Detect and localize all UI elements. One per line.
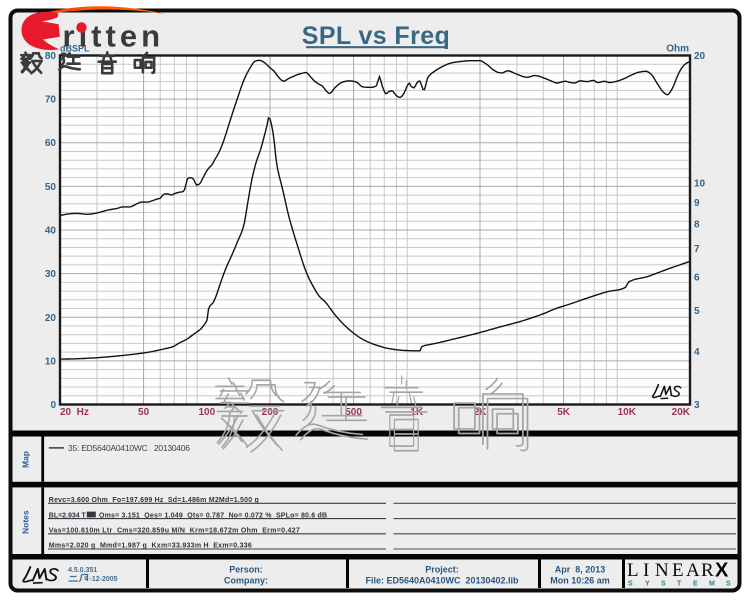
svg-text:Y: Y: [645, 581, 650, 588]
svg-text:Project:: Project:: [425, 565, 459, 575]
svg-text:N: N: [655, 560, 669, 581]
svg-text:Apr 8, 2013: Apr 8, 2013: [555, 565, 606, 575]
svg-text:A: A: [686, 560, 700, 581]
svg-text:40: 40: [45, 226, 57, 237]
svg-text:20: 20: [45, 313, 57, 324]
svg-text:E: E: [693, 581, 698, 588]
svg-text:10: 10: [694, 179, 706, 190]
svg-text:80: 80: [45, 51, 57, 62]
svg-text:-12-2005: -12-2005: [90, 576, 118, 583]
svg-text:M: M: [709, 581, 715, 588]
svg-text:100: 100: [198, 407, 215, 418]
svg-text:200: 200: [262, 407, 279, 418]
svg-text:Vas=100.610m Ltr Cms=320.859u: Vas=100.610m Ltr Cms=320.859u M/N Krm=18…: [49, 528, 300, 535]
svg-text:R: R: [701, 560, 714, 581]
svg-text:S: S: [628, 581, 633, 588]
svg-text:0: 0: [50, 400, 56, 411]
svg-text:30: 30: [45, 269, 57, 280]
svg-text:500: 500: [345, 407, 362, 418]
svg-text:Mon 10:26 am: Mon 10:26 am: [550, 576, 610, 586]
svg-text:4.5.0.351: 4.5.0.351: [68, 567, 97, 574]
svg-text:3: 3: [694, 400, 700, 411]
svg-text:Qms= 3.151 Qes= 1.049 Qts= 0: Qms= 3.151 Qes= 1.049 Qts= 0.787 No= 0.0…: [99, 512, 327, 519]
svg-text:10K: 10K: [618, 407, 637, 418]
svg-text:2K: 2K: [474, 407, 488, 418]
svg-text:Revc=3.600 Ohm Fo=197.699 Hz: Revc=3.600 Ohm Fo=197.699 Hz Sd=1.486m M…: [49, 497, 259, 504]
svg-text:ritten: ritten: [63, 19, 165, 54]
svg-text:Person:: Person:: [229, 565, 263, 575]
svg-text:E: E: [672, 560, 684, 581]
svg-text:70: 70: [45, 95, 57, 106]
svg-text:60: 60: [45, 138, 57, 149]
svg-text:T: T: [677, 581, 682, 588]
svg-text:7: 7: [694, 244, 700, 255]
svg-text:4: 4: [694, 347, 700, 358]
svg-text:BL=2.934 T: BL=2.934 T: [49, 512, 87, 519]
svg-text:6: 6: [694, 273, 700, 284]
svg-text:10: 10: [45, 356, 57, 367]
svg-text:5: 5: [694, 306, 700, 317]
svg-text:20 Hz: 20 Hz: [60, 407, 89, 418]
svg-text:X: X: [715, 560, 729, 582]
svg-text:Ohm: Ohm: [666, 44, 689, 55]
svg-text:9: 9: [694, 198, 700, 209]
svg-text:20K: 20K: [672, 407, 691, 418]
svg-text:Mms=2.020 g Mmd=1.987 g Kxm=: Mms=2.020 g Mmd=1.987 g Kxm=33.933m H Ex…: [49, 543, 252, 550]
svg-text:35: ED5640A0410WC 20130406: 35: ED5640A0410WC 20130406: [68, 443, 190, 453]
svg-text:dBSPL: dBSPL: [60, 44, 90, 54]
svg-text:S: S: [726, 581, 731, 588]
svg-text:50: 50: [138, 407, 150, 418]
svg-text:20: 20: [694, 51, 706, 62]
svg-text:File: ED5640A0410WC 20130402.: File: ED5640A0410WC 20130402.lib: [365, 576, 519, 586]
svg-text:I: I: [643, 560, 649, 581]
svg-text:Company:: Company:: [224, 576, 268, 586]
svg-text:5K: 5K: [557, 407, 571, 418]
svg-text:50: 50: [45, 182, 57, 193]
svg-text:Notes: Notes: [20, 510, 30, 534]
svg-text:S: S: [661, 581, 666, 588]
svg-text:SPL vs Freq: SPL vs Freq: [302, 22, 450, 50]
svg-text:Map: Map: [20, 451, 30, 468]
svg-text:8: 8: [694, 220, 700, 231]
svg-text:L: L: [627, 560, 639, 581]
